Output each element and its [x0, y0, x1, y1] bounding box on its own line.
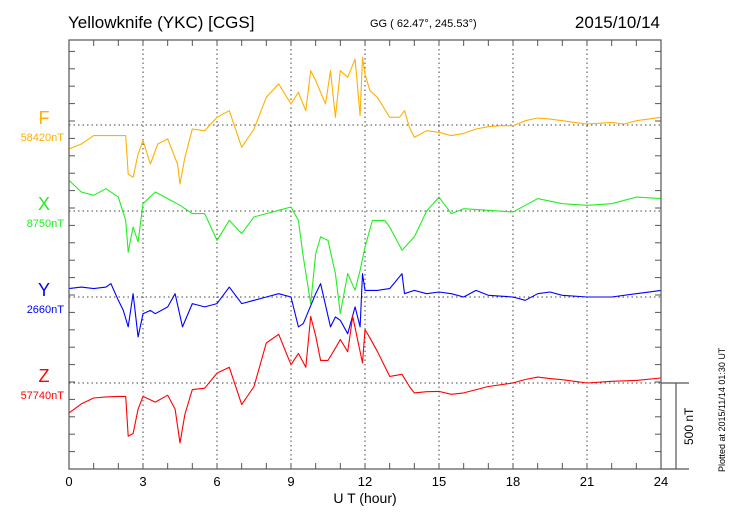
series-line-x — [68, 179, 662, 315]
plotted-timestamp: Plotted at 2015/11/14 01:30 UT — [717, 347, 727, 472]
x-axis-title: U T (hour) — [333, 490, 396, 506]
x-tick-label: 9 — [287, 474, 294, 489]
component-name-y: Y — [38, 280, 50, 300]
x-tick-label: 24 — [654, 474, 668, 489]
component-name-z: Z — [39, 366, 50, 386]
x-tick-label: 21 — [580, 474, 594, 489]
x-tick-label: 6 — [213, 474, 220, 489]
coordinates-label: GG ( 62.47°, 245.53°) — [370, 18, 477, 30]
date-label: 2015/10/14 — [575, 13, 660, 32]
baseline-value-z: 57740nT — [21, 390, 65, 402]
scale-bar-label: 500 nT — [682, 407, 696, 445]
axis-ticks — [69, 40, 661, 469]
baseline-value-f: 58420nT — [21, 132, 65, 144]
component-labels: F 58420nT X 8750nT Y 2660nT Z 57740nT — [21, 108, 65, 402]
x-tick-label: 15 — [432, 474, 446, 489]
component-name-x: X — [38, 194, 50, 214]
x-tick-label: 0 — [65, 474, 72, 489]
plot-frame — [68, 39, 662, 470]
series-line-y — [68, 273, 662, 338]
component-name-f: F — [39, 108, 50, 128]
series-line-f — [68, 56, 662, 185]
baseline-value-y: 2660nT — [27, 304, 65, 316]
station-title: Yellowknife (YKC) [CGS] — [68, 13, 254, 32]
baseline-value-x: 8750nT — [27, 218, 65, 230]
x-tick-label: 3 — [139, 474, 146, 489]
x-tick-labels: 0 3 6 9 12 15 18 21 24 — [65, 474, 668, 489]
scale-bar — [661, 382, 689, 470]
x-tick-label: 12 — [358, 474, 372, 489]
grid — [69, 40, 661, 469]
series-group — [68, 56, 662, 444]
series-line-z — [68, 315, 662, 444]
x-tick-label: 18 — [506, 474, 520, 489]
